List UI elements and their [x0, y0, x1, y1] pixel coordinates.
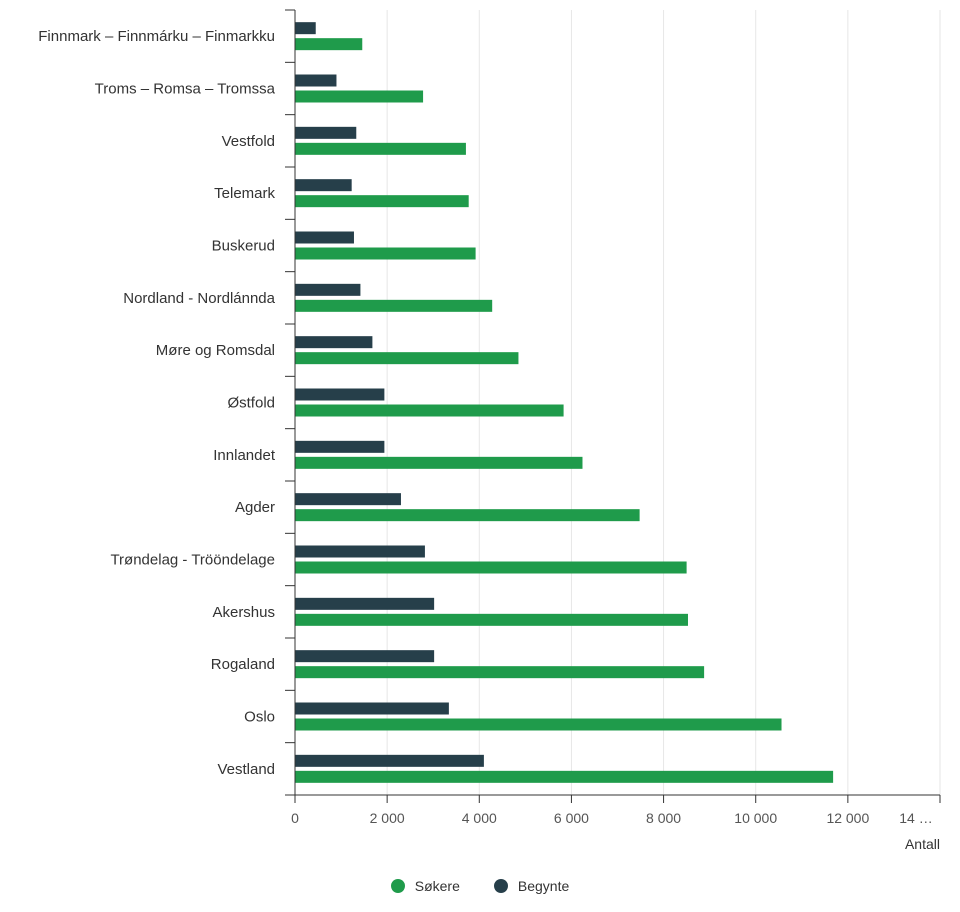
x-tick-label: 8 000 [646, 810, 681, 826]
category-label-finnmark-finnma-rku-finmarkku: Finnmark – Finnmárku – Finmarkku [38, 28, 275, 45]
bar-s-kere-agder[interactable] [295, 509, 640, 522]
category-label-akershus: Akershus [212, 604, 275, 621]
bar-begynte-agder[interactable] [295, 493, 401, 506]
x-tick-label: 12 000 [826, 810, 869, 826]
bar-s-kere-vestland[interactable] [295, 770, 834, 783]
bar-s-kere-m-re-og-romsdal[interactable] [295, 352, 519, 365]
bar-begynte-rogaland[interactable] [295, 650, 435, 663]
bar-s-kere-stfold[interactable] [295, 404, 564, 417]
bar-begynte-stfold[interactable] [295, 388, 385, 401]
bar-s-kere-finnmark-finnma-rku-finmarkku[interactable] [295, 38, 363, 51]
category-label-oslo: Oslo [244, 709, 275, 726]
bar-s-kere-innlandet[interactable] [295, 456, 583, 469]
bar-begynte-vestland[interactable] [295, 754, 484, 767]
category-label-vestland: Vestland [217, 761, 275, 778]
bar-s-kere-buskerud[interactable] [295, 247, 476, 260]
category-label-buskerud: Buskerud [212, 238, 275, 255]
bar-s-kere-rogaland[interactable] [295, 666, 705, 679]
bar-begynte-nordland-nordla-nnda[interactable] [295, 283, 361, 296]
bar-begynte-oslo[interactable] [295, 702, 449, 715]
bar-begynte-troms-romsa-tromssa[interactable] [295, 74, 337, 87]
category-label-stfold: Østfold [227, 395, 275, 412]
legend-item-begynte[interactable]: Begynte [493, 878, 570, 894]
bar-begynte-tr-ndelag-tro-o-ndelage[interactable] [295, 545, 425, 558]
bar-begynte-finnmark-finnma-rku-finmarkku[interactable] [295, 22, 316, 35]
x-tick-label: 6 000 [554, 810, 589, 826]
category-label-troms-romsa-tromssa: Troms – Romsa – Tromssa [95, 81, 276, 98]
x-tick-label: 0 [291, 810, 299, 826]
bar-begynte-m-re-og-romsdal[interactable] [295, 336, 373, 349]
x-tick-label: 2 000 [370, 810, 405, 826]
category-label-tr-ndelag-tro-o-ndelage: Trøndelag - Trööndelage [110, 552, 275, 569]
bar-begynte-vestfold[interactable] [295, 126, 357, 139]
x-tick-labels: 0 2 000 4 000 6 000 8 000 10 000 12 000 14 … [291, 810, 933, 826]
legend-item-sokere[interactable]: Søkere [390, 878, 460, 894]
legend-label-begynte: Begynte [517, 878, 570, 894]
x-axis-title: Antall [905, 836, 940, 852]
bar-s-kere-nordland-nordla-nnda[interactable] [295, 299, 493, 312]
legend: Søkere Begynte [0, 872, 960, 900]
legend-label-sokere: Søkere [414, 878, 460, 894]
legend-swatch-sokere [390, 879, 405, 893]
bar-s-kere-akershus[interactable] [295, 613, 688, 626]
category-label-nordland-nordla-nnda: Nordland - Nordlánnda [123, 290, 275, 307]
category-label-telemark: Telemark [214, 185, 275, 202]
bar-begynte-akershus[interactable] [295, 597, 435, 610]
category-label-rogaland: Rogaland [211, 656, 275, 673]
x-tick-label: 10 000 [734, 810, 777, 826]
bar-s-kere-oslo[interactable] [295, 718, 782, 731]
category-label-innlandet: Innlandet [213, 447, 276, 464]
category-labels: Finnmark – Finnmárku – Finmarkku Troms – … [38, 28, 276, 778]
bar-begynte-innlandet[interactable] [295, 440, 385, 453]
category-label-vestfold: Vestfold [222, 133, 275, 150]
bar-begynte-buskerud[interactable] [295, 231, 354, 244]
bar-s-kere-tr-ndelag-tro-o-ndelage[interactable] [295, 561, 687, 574]
x-tick-label: 4 000 [462, 810, 497, 826]
category-label-agder: Agder [235, 499, 275, 516]
gridlines [386, 10, 941, 795]
bars [295, 22, 834, 783]
bar-s-kere-telemark[interactable] [295, 195, 469, 208]
bar-s-kere-troms-romsa-tromssa[interactable] [295, 90, 424, 103]
x-tick-label: 14 … [899, 810, 932, 826]
category-label-m-re-og-romsdal: Møre og Romsdal [156, 342, 275, 359]
axes [285, 9, 941, 803]
legend-swatch-begynte [493, 879, 508, 893]
bar-begynte-telemark[interactable] [295, 179, 352, 192]
bar-s-kere-vestfold[interactable] [295, 142, 466, 155]
